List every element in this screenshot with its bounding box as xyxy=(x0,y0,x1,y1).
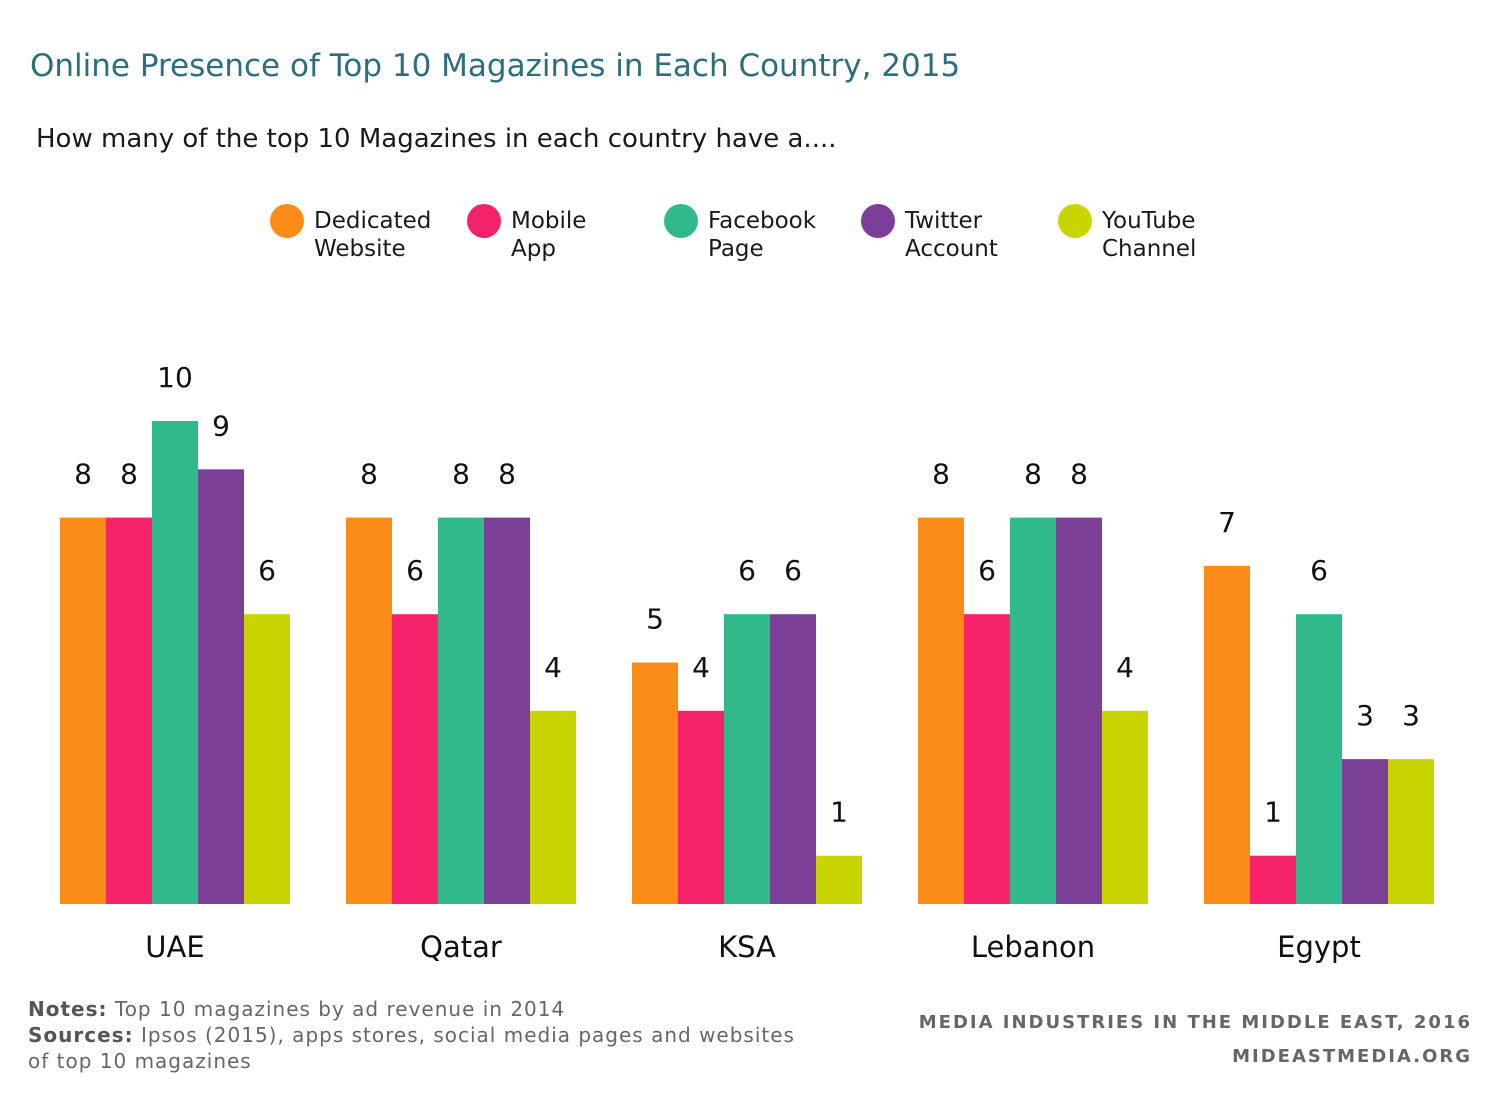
bar xyxy=(1342,759,1388,904)
bar-value-label: 4 xyxy=(1116,651,1134,684)
bar-value-label: 6 xyxy=(406,554,424,587)
bar xyxy=(392,614,438,904)
bar-value-label: 8 xyxy=(498,458,516,491)
bar xyxy=(1010,517,1056,904)
legend-swatch xyxy=(664,204,698,238)
bar xyxy=(1056,517,1102,904)
bar xyxy=(816,855,862,904)
bar xyxy=(724,614,770,904)
category-label: Egypt xyxy=(1277,930,1361,964)
bar xyxy=(60,517,106,904)
bar xyxy=(1204,565,1250,904)
legend-label: Twitter Account xyxy=(905,208,998,262)
bar-value-label: 3 xyxy=(1356,699,1374,732)
category-label: Lebanon xyxy=(971,930,1095,964)
bar-value-label: 8 xyxy=(452,458,470,491)
legend-swatch xyxy=(1058,204,1092,238)
bar-value-label: 6 xyxy=(784,554,802,587)
legend: Dedicated Website Mobile App Facebook Page… xyxy=(270,204,1270,274)
legend-swatch xyxy=(467,204,501,238)
bar-value-label: 3 xyxy=(1402,699,1420,732)
bar-value-label: 8 xyxy=(1024,458,1042,491)
bar xyxy=(152,421,198,904)
category-label: UAE xyxy=(145,930,204,964)
bar xyxy=(918,517,964,904)
credit-block: MEDIA INDUSTRIES IN THE MIDDLE EAST, 201… xyxy=(919,1006,1472,1074)
bar-value-label: 9 xyxy=(212,409,230,442)
category-label: Qatar xyxy=(420,930,502,964)
legend-swatch xyxy=(861,204,895,238)
sources-line: Sources: Ipsos (2015), apps stores, soci… xyxy=(28,1022,808,1074)
bar-value-label: 8 xyxy=(120,458,138,491)
bar-value-label: 7 xyxy=(1218,506,1236,539)
bar-value-label: 8 xyxy=(360,458,378,491)
bar xyxy=(1296,614,1342,904)
bar xyxy=(964,614,1010,904)
bar xyxy=(1102,710,1148,904)
bar-value-label: 8 xyxy=(932,458,950,491)
bar-value-label: 4 xyxy=(544,651,562,684)
bar xyxy=(770,614,816,904)
bar-value-label: 10 xyxy=(157,361,193,394)
legend-label: Facebook Page xyxy=(708,208,817,262)
bar xyxy=(106,517,152,904)
notes-line: Notes: Top 10 magazines by ad revenue in… xyxy=(28,996,808,1022)
bar-value-label: 6 xyxy=(978,554,996,587)
bar xyxy=(484,517,530,904)
sources-label: Sources: xyxy=(28,1023,134,1047)
bar-value-label: 6 xyxy=(738,554,756,587)
chart-title: Online Presence of Top 10 Magazines in E… xyxy=(30,48,961,84)
bar xyxy=(1250,855,1296,904)
notes-label: Notes: xyxy=(28,997,108,1021)
chart-subtitle: How many of the top 10 Magazines in each… xyxy=(36,124,837,154)
bar xyxy=(530,710,576,904)
legend-label: YouTube Channel xyxy=(1102,208,1197,262)
legend-label: Dedicated Website xyxy=(314,208,432,262)
legend-swatch xyxy=(270,204,304,238)
bar xyxy=(346,517,392,904)
category-label: KSA xyxy=(718,930,776,964)
credit-website: MIDEASTMEDIA.ORG xyxy=(1232,1046,1472,1067)
credit-publication: MEDIA INDUSTRIES IN THE MIDDLE EAST, 201… xyxy=(918,1012,1472,1033)
bar-value-label: 5 xyxy=(646,603,664,636)
bar-value-label: 1 xyxy=(1264,796,1282,829)
notes-block: Notes: Top 10 magazines by ad revenue in… xyxy=(28,996,808,1074)
bar xyxy=(678,710,724,904)
bar-value-label: 6 xyxy=(1310,554,1328,587)
bar xyxy=(244,614,290,904)
bar-value-label: 1 xyxy=(830,796,848,829)
bar-value-label: 8 xyxy=(74,458,92,491)
bar-value-label: 8 xyxy=(1070,458,1088,491)
notes-text: Top 10 magazines by ad revenue in 2014 xyxy=(114,997,566,1021)
sources-text: Ipsos (2015), apps stores, social media … xyxy=(28,1023,795,1073)
bar xyxy=(438,517,484,904)
bar xyxy=(632,662,678,904)
bar-value-label: 4 xyxy=(692,651,710,684)
legend-label: Mobile App xyxy=(511,208,587,262)
bar xyxy=(198,469,244,904)
bar xyxy=(1388,759,1434,904)
bar-value-label: 6 xyxy=(258,554,276,587)
